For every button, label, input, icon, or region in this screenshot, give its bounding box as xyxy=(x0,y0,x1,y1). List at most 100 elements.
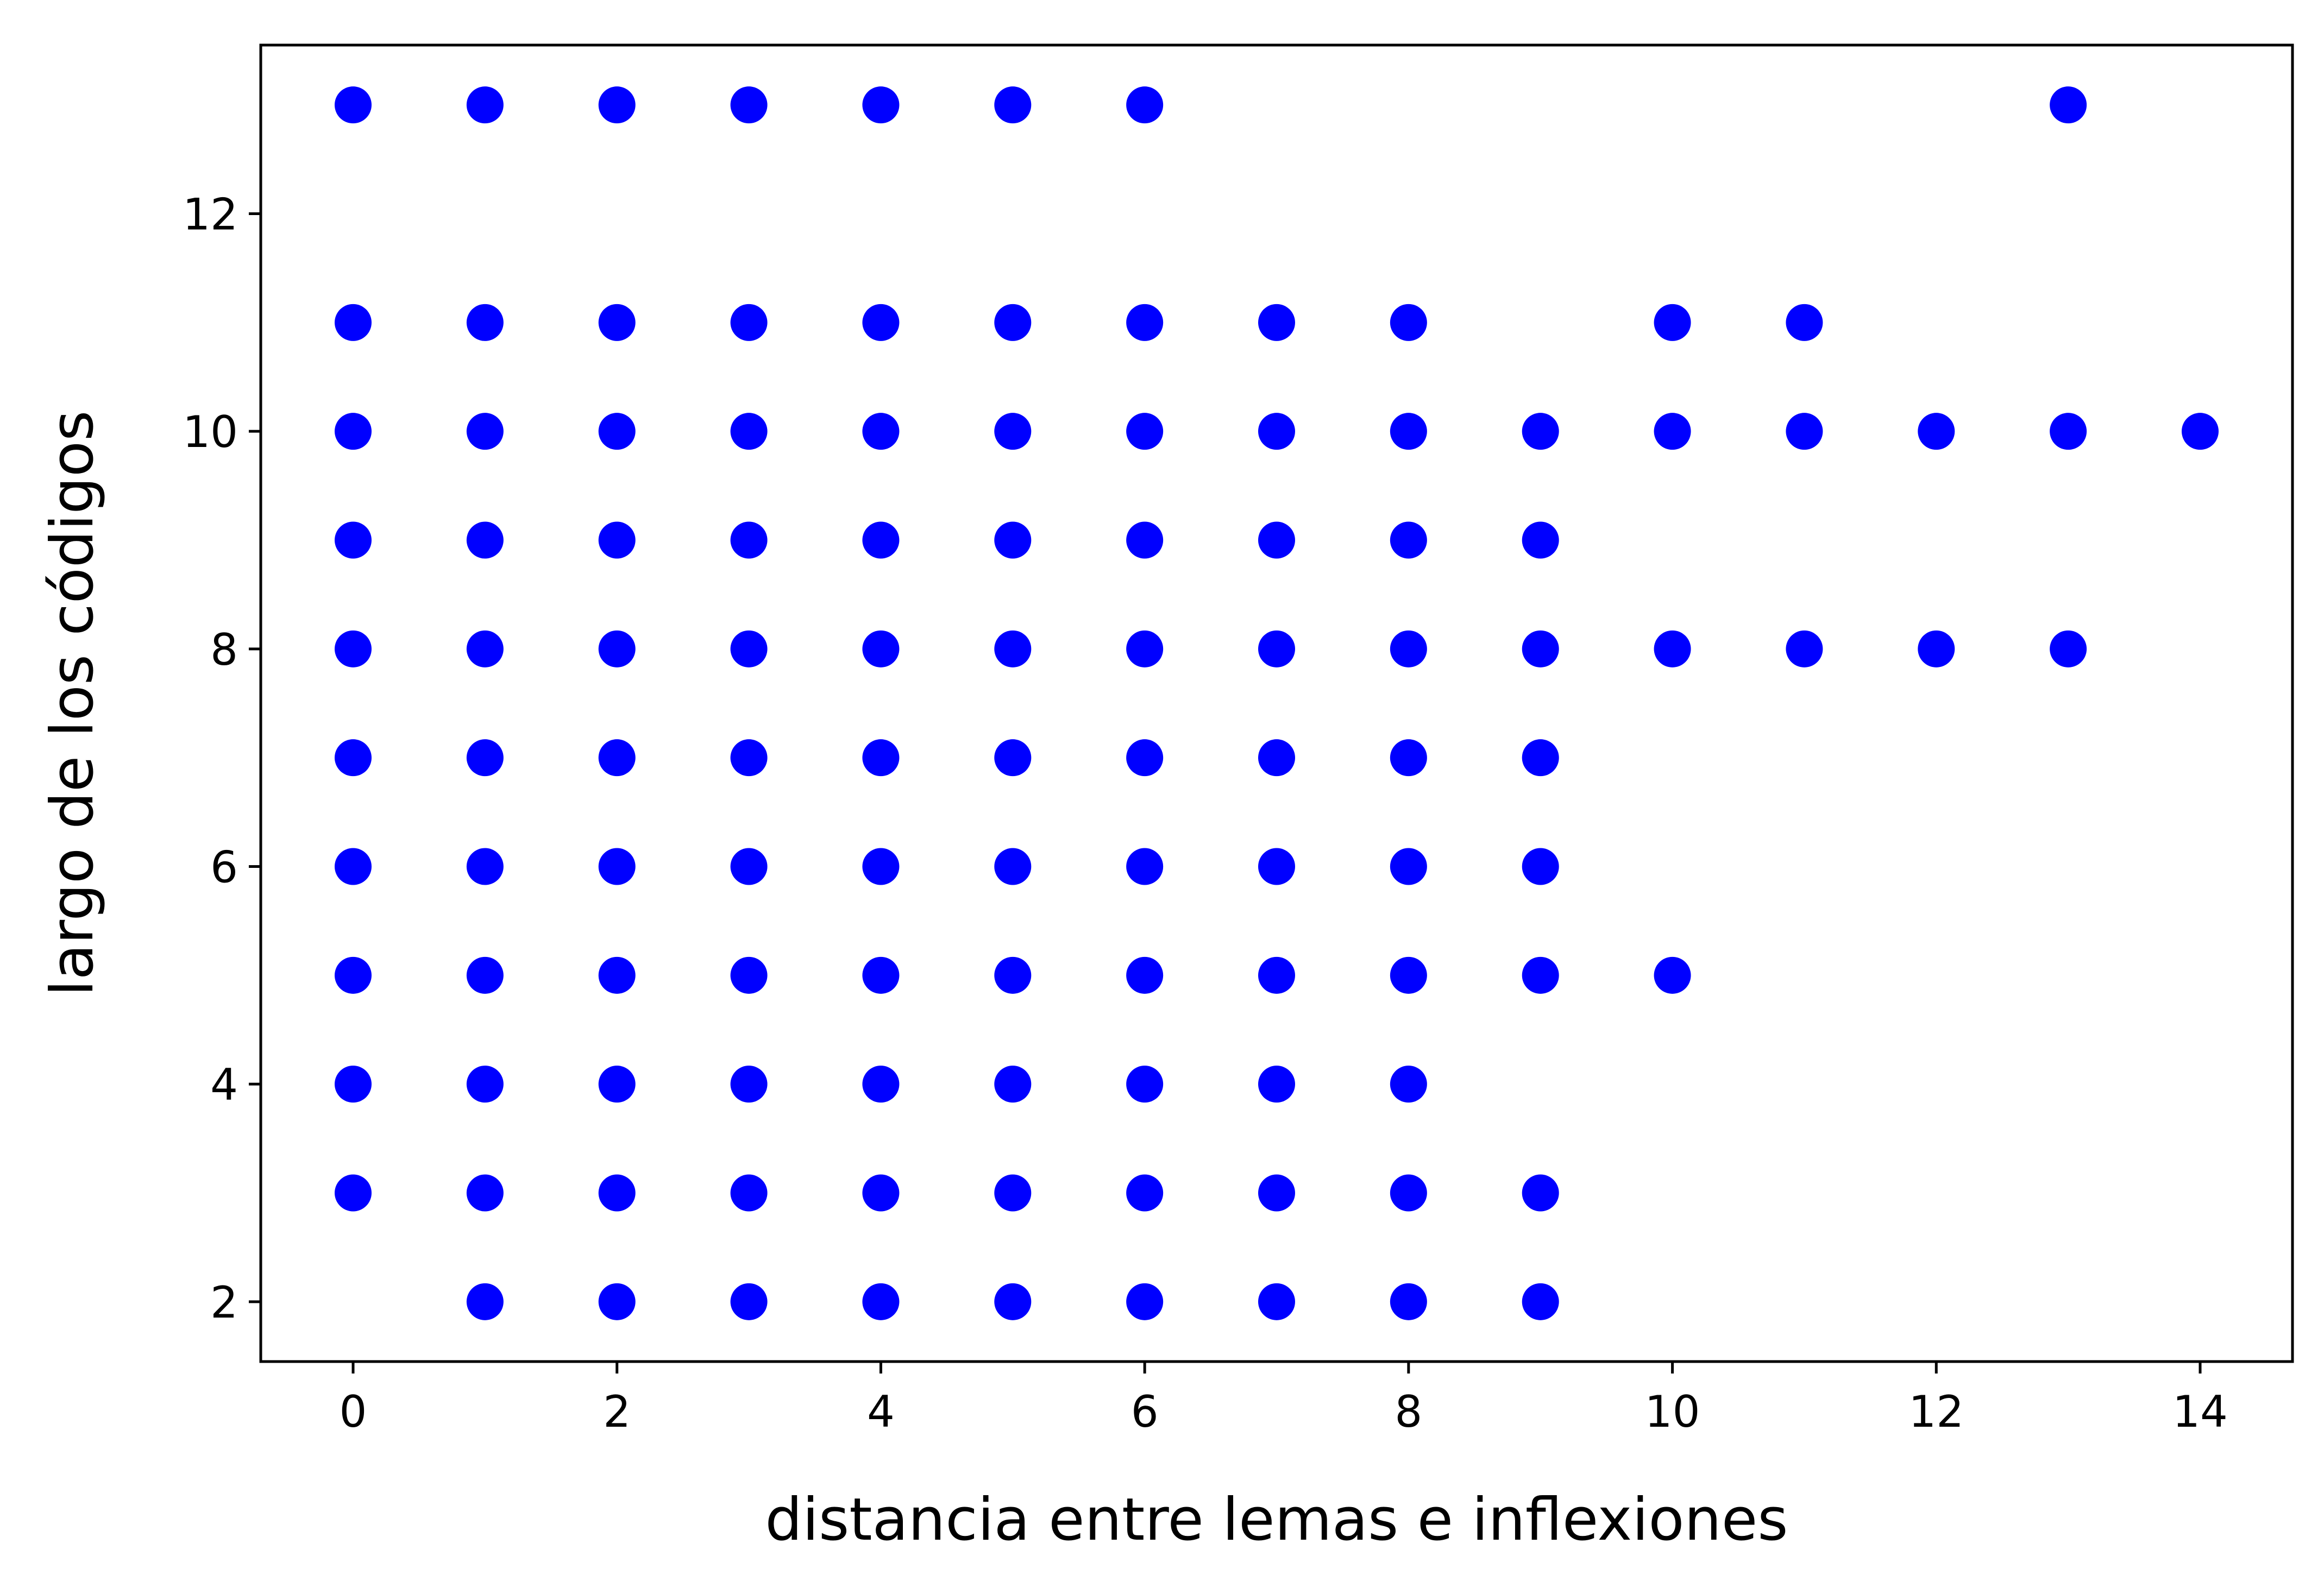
data-point xyxy=(598,304,636,341)
data-point xyxy=(1390,739,1427,777)
data-point xyxy=(1390,521,1427,559)
data-point xyxy=(994,956,1032,994)
plot-frame xyxy=(259,43,2294,1363)
data-point xyxy=(466,1174,504,1212)
data-point xyxy=(1390,1066,1427,1103)
data-point xyxy=(466,956,504,994)
data-point xyxy=(598,1283,636,1320)
y-tick-label: 2 xyxy=(210,1277,238,1328)
data-point xyxy=(994,413,1032,450)
data-point xyxy=(1522,521,1559,559)
data-points xyxy=(335,86,2219,1320)
data-point xyxy=(730,413,768,450)
data-point xyxy=(598,848,636,885)
data-point xyxy=(2050,86,2087,124)
data-point xyxy=(730,1283,768,1320)
x-axis-title: distancia entre lemas e inflexiones xyxy=(765,1486,1788,1554)
data-point xyxy=(598,1174,636,1212)
x-tick-label: 4 xyxy=(867,1387,895,1437)
data-point xyxy=(862,630,900,667)
data-point xyxy=(466,848,504,885)
data-point xyxy=(1126,739,1164,777)
data-point xyxy=(1258,1174,1295,1212)
data-point xyxy=(862,304,900,341)
data-point xyxy=(1654,413,1691,450)
data-point xyxy=(1126,1066,1164,1103)
data-point xyxy=(466,304,504,341)
data-point xyxy=(862,86,900,124)
data-point xyxy=(1522,413,1559,450)
data-point xyxy=(598,1066,636,1103)
x-tick-label: 2 xyxy=(603,1387,631,1437)
data-point xyxy=(1126,630,1164,667)
data-point xyxy=(730,739,768,777)
x-tick-label: 6 xyxy=(1131,1387,1159,1437)
data-point xyxy=(466,413,504,450)
data-point xyxy=(1522,848,1559,885)
data-point xyxy=(466,1066,504,1103)
data-point xyxy=(1258,413,1295,450)
data-point xyxy=(994,86,1032,124)
data-point xyxy=(862,956,900,994)
data-point xyxy=(862,1174,900,1212)
data-point xyxy=(335,956,372,994)
y-tick-label: 6 xyxy=(210,842,238,892)
data-point xyxy=(730,956,768,994)
data-point xyxy=(1390,1283,1427,1320)
data-point xyxy=(1126,848,1164,885)
data-point xyxy=(335,1066,372,1103)
data-point xyxy=(730,304,768,341)
data-point xyxy=(1786,630,1823,667)
data-point xyxy=(1126,304,1164,341)
x-tick-label: 0 xyxy=(340,1387,367,1437)
data-point xyxy=(1390,956,1427,994)
y-tick-label: 4 xyxy=(210,1060,238,1110)
data-point xyxy=(598,413,636,450)
data-point xyxy=(994,1283,1032,1320)
data-point xyxy=(1390,1174,1427,1212)
y-tick-label: 8 xyxy=(210,625,238,675)
data-point xyxy=(1390,848,1427,885)
data-point xyxy=(335,1174,372,1212)
y-tick-label: 10 xyxy=(183,407,238,457)
data-point xyxy=(1522,630,1559,667)
data-point xyxy=(466,86,504,124)
data-point xyxy=(466,521,504,559)
data-point xyxy=(1126,86,1164,124)
data-point xyxy=(730,521,768,559)
data-point xyxy=(1126,1174,1164,1212)
data-point xyxy=(1258,848,1295,885)
data-point xyxy=(335,521,372,559)
data-point xyxy=(862,521,900,559)
x-tick-label: 10 xyxy=(1645,1387,1700,1437)
y-axis-ticks: 2 4 6 8 10 12 xyxy=(183,190,261,1328)
data-point xyxy=(1126,956,1164,994)
data-point xyxy=(598,739,636,777)
data-point xyxy=(862,413,900,450)
data-point xyxy=(1126,1283,1164,1320)
data-point xyxy=(1258,739,1295,777)
data-point xyxy=(1258,1066,1295,1103)
data-point xyxy=(994,1066,1032,1103)
data-point xyxy=(1522,1283,1559,1320)
y-tick-label: 12 xyxy=(183,190,238,240)
data-point xyxy=(1918,630,1955,667)
x-tick-label: 8 xyxy=(1395,1387,1422,1437)
data-point xyxy=(1390,413,1427,450)
data-point xyxy=(994,848,1032,885)
data-point xyxy=(466,1283,504,1320)
data-point xyxy=(335,630,372,667)
data-point xyxy=(994,304,1032,341)
data-point xyxy=(1654,630,1691,667)
x-axis-ticks: 0 2 4 6 8 10 12 14 xyxy=(340,1362,2228,1437)
data-point xyxy=(598,86,636,124)
data-point xyxy=(730,848,768,885)
data-point xyxy=(730,630,768,667)
x-tick-label: 14 xyxy=(2172,1387,2228,1437)
data-point xyxy=(994,630,1032,667)
data-point xyxy=(335,86,372,124)
data-point xyxy=(1258,956,1295,994)
data-point xyxy=(1918,413,1955,450)
data-point xyxy=(1126,413,1164,450)
